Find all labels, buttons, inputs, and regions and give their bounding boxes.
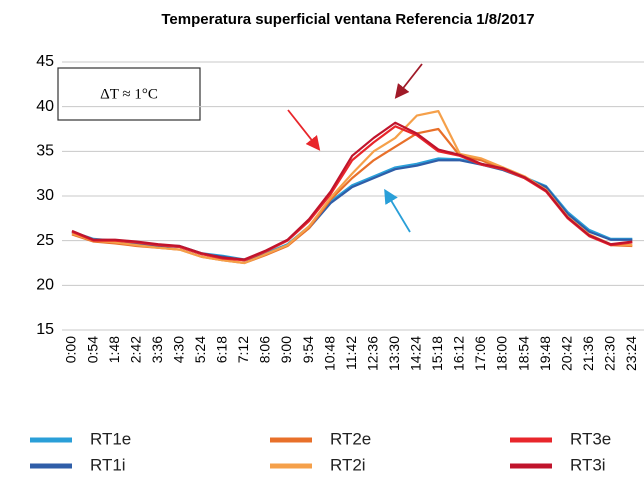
legend-label: RT1e xyxy=(90,429,131,448)
x-tick-label: 18:00 xyxy=(494,336,510,371)
x-tick-label: 0:00 xyxy=(63,336,79,363)
x-tick-label: 8:06 xyxy=(257,336,273,363)
chart-title: Temperatura superficial ventana Referenc… xyxy=(161,11,534,28)
x-tick-label: 2:42 xyxy=(127,336,143,363)
legend-label: RT1i xyxy=(90,455,126,474)
y-tick-label: 20 xyxy=(36,277,54,294)
x-tick-label: 23:24 xyxy=(623,336,639,371)
arrow xyxy=(394,63,423,99)
x-tick-label: 13:30 xyxy=(386,336,402,371)
x-tick-label: 1:48 xyxy=(106,336,122,363)
y-tick-label: 15 xyxy=(36,321,54,338)
x-tick-label: 9:00 xyxy=(278,336,294,363)
x-tick-label: 0:54 xyxy=(84,336,100,363)
x-tick-label: 10:48 xyxy=(321,336,337,371)
x-tick-label: 7:12 xyxy=(235,336,251,363)
x-tick-label: 22:30 xyxy=(601,336,617,371)
x-tick-label: 4:30 xyxy=(170,336,186,363)
y-tick-label: 40 xyxy=(36,98,54,115)
series-line xyxy=(71,121,633,261)
x-tick-label: 19:48 xyxy=(537,336,553,371)
legend-label: RT3e xyxy=(570,429,611,448)
legend-label: RT2i xyxy=(330,455,366,474)
x-tick-label: 12:36 xyxy=(364,336,380,371)
x-tick-label: 9:54 xyxy=(300,336,316,363)
annotation: ΔT ≈ 1°C xyxy=(100,86,158,102)
x-tick-label: 11:42 xyxy=(343,336,359,370)
arrow xyxy=(384,188,411,233)
x-tick-label: 5:24 xyxy=(192,336,208,363)
y-tick-label: 30 xyxy=(36,187,54,204)
x-tick-label: 18:54 xyxy=(515,336,531,371)
x-tick-label: 14:24 xyxy=(408,336,424,371)
arrow xyxy=(287,109,321,151)
x-tick-label: 21:36 xyxy=(580,336,596,371)
x-tick-label: 3:36 xyxy=(149,336,165,363)
x-tick-label: 6:18 xyxy=(214,336,230,363)
x-tick-label: 20:42 xyxy=(558,336,574,371)
x-tick-label: 16:12 xyxy=(451,336,467,371)
legend-label: RT3i xyxy=(570,455,606,474)
x-tick-label: 15:18 xyxy=(429,336,445,371)
annotation-box xyxy=(57,67,201,121)
legend-label: RT2e xyxy=(330,429,371,448)
y-tick-label: 45 xyxy=(36,53,54,70)
y-tick-label: 35 xyxy=(36,143,54,160)
y-tick-label: 25 xyxy=(36,232,54,249)
x-tick-label: 17:06 xyxy=(472,336,488,371)
